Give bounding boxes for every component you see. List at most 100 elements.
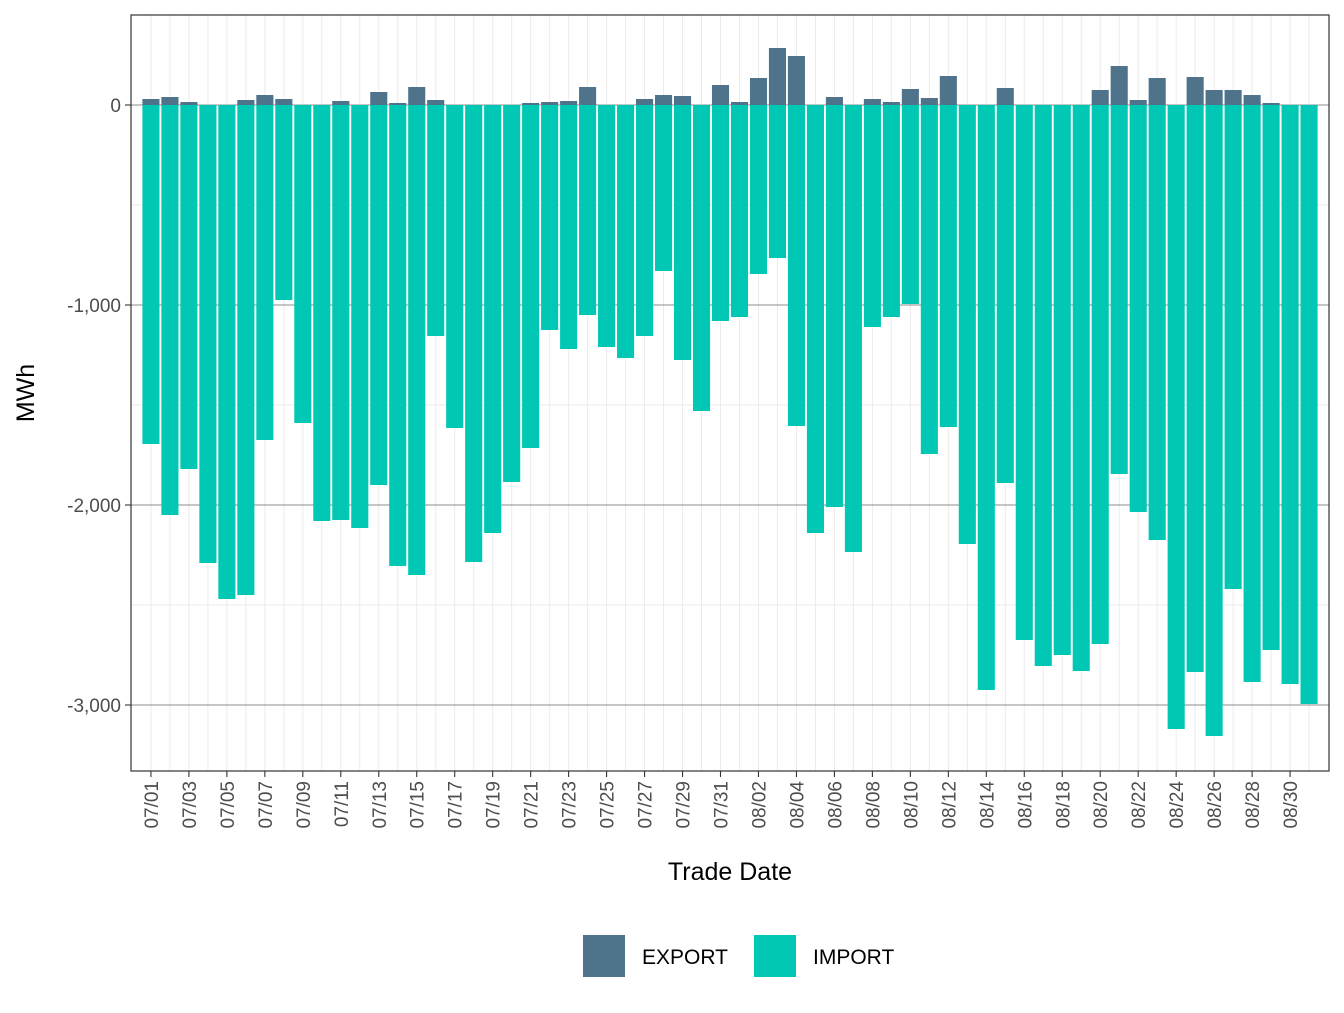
- bar-import-08-05: [806, 105, 824, 533]
- bar-import-07-31: [711, 105, 730, 321]
- bar-export-08-20: [1091, 90, 1109, 105]
- legend-label-export: EXPORT: [642, 946, 728, 969]
- x-tick-label: 08/16: [1015, 781, 1036, 829]
- bar-export-08-03: [768, 48, 787, 105]
- bar-import-08-03: [768, 105, 787, 258]
- bar-import-08-28: [1243, 105, 1261, 682]
- x-tick-label: 07/23: [560, 781, 581, 829]
- bar-import-07-26: [617, 105, 635, 358]
- x-tick-label: 07/21: [522, 781, 543, 829]
- bar-import-07-10: [313, 105, 331, 521]
- bar-export-08-04: [787, 56, 805, 105]
- x-tick-label: 08/14: [977, 781, 998, 829]
- y-tick-label: -3,000: [67, 696, 121, 717]
- bar-export-07-14: [389, 103, 407, 105]
- bar-import-08-22: [1129, 105, 1147, 512]
- bar-import-08-10: [901, 105, 919, 304]
- bar-import-07-17: [446, 105, 464, 428]
- bar-export-07-31: [711, 85, 730, 105]
- x-tick-label: 08/02: [749, 781, 770, 829]
- bar-export-08-09: [882, 102, 900, 105]
- bar-export-07-22: [541, 102, 559, 105]
- bar-export-07-27: [636, 99, 654, 105]
- bar-import-08-14: [977, 105, 995, 690]
- bar-export-08-10: [901, 89, 919, 105]
- bar-import-08-11: [920, 105, 938, 454]
- bar-export-07-16: [427, 100, 445, 105]
- plot-panel: [131, 15, 1329, 771]
- bar-import-07-19: [484, 105, 502, 533]
- bar-export-07-03: [180, 102, 198, 105]
- bar-import-07-08: [275, 105, 293, 300]
- bar-export-08-25: [1186, 77, 1204, 105]
- bar-import-07-02: [161, 105, 179, 515]
- bar-export-07-06: [237, 100, 255, 105]
- x-tick-label: 08/06: [825, 781, 846, 829]
- bar-import-08-30: [1281, 105, 1299, 684]
- x-tick-label: 07/07: [256, 781, 277, 829]
- bar-import-08-12: [939, 105, 957, 427]
- bar-import-08-15: [996, 105, 1014, 483]
- y-axis: 0 -1,000 -2,000 -3,000: [67, 96, 131, 717]
- bar-export-07-07: [256, 95, 274, 105]
- x-tick-label: 08/30: [1281, 781, 1302, 829]
- x-tick-label: 07/03: [180, 781, 201, 829]
- bar-import-07-04: [199, 105, 217, 563]
- bar-import-07-24: [579, 105, 597, 315]
- x-axis: 07/01 07/03 07/05 07/07 07/09 07/11 07/13 07/15…: [142, 771, 1302, 829]
- bar-export-07-02: [161, 97, 179, 105]
- bar-import-07-30: [692, 105, 711, 411]
- bar-import-07-21: [522, 105, 540, 448]
- bar-import-07-11: [332, 105, 350, 520]
- bar-import-08-02: [749, 105, 768, 274]
- x-tick-label: 07/27: [636, 781, 657, 829]
- bar-import-07-09: [294, 105, 312, 423]
- bar-import-08-13: [958, 105, 976, 544]
- bar-import-07-03: [180, 105, 198, 469]
- bar-import-07-16: [427, 105, 445, 336]
- bar-import-08-04: [787, 105, 805, 426]
- x-tick-label: 08/04: [787, 781, 808, 829]
- bar-import-08-24: [1167, 105, 1185, 729]
- x-tick-label: 08/20: [1091, 781, 1112, 829]
- bar-import-07-13: [370, 105, 388, 485]
- bar-export-08-12: [939, 76, 957, 105]
- bar-import-08-06: [825, 105, 843, 507]
- bar-export-08-27: [1224, 90, 1242, 105]
- bar-import-07-29: [673, 105, 692, 360]
- bar-export-08-01: [730, 102, 749, 105]
- bar-import-07-06: [237, 105, 255, 595]
- bar-import-08-07: [844, 105, 862, 552]
- bar-import-08-01: [730, 105, 749, 317]
- bar-export-08-08: [863, 99, 881, 105]
- x-tick-label: 08/12: [939, 781, 960, 829]
- bar-import-07-27: [636, 105, 654, 336]
- x-tick-label: 08/08: [863, 781, 884, 829]
- x-tick-label: 07/09: [294, 781, 315, 829]
- bars: [142, 48, 1318, 736]
- bar-import-08-16: [1015, 105, 1033, 640]
- bar-import-07-20: [503, 105, 521, 482]
- bar-export-07-15: [408, 87, 426, 105]
- bar-import-08-21: [1110, 105, 1128, 474]
- x-tick-label: 07/15: [408, 781, 429, 829]
- bar-export-08-15: [996, 88, 1014, 105]
- y-tick-label: -2,000: [67, 496, 121, 517]
- bar-export-07-13: [370, 92, 388, 105]
- bar-export-07-24: [579, 87, 597, 105]
- bar-import-08-19: [1072, 105, 1090, 671]
- bar-import-07-22: [541, 105, 559, 330]
- bar-import-07-01: [142, 105, 160, 444]
- bar-import-08-25: [1186, 105, 1204, 672]
- bar-import-08-23: [1148, 105, 1166, 540]
- bar-import-07-12: [351, 105, 369, 528]
- bar-import-08-09: [882, 105, 900, 317]
- bar-export-08-06: [825, 97, 843, 105]
- bar-export-07-29: [673, 96, 692, 105]
- bar-export-07-08: [275, 99, 293, 105]
- x-tick-label: 08/26: [1205, 781, 1226, 829]
- y-tick-label: 0: [110, 96, 121, 117]
- bar-import-07-14: [389, 105, 407, 566]
